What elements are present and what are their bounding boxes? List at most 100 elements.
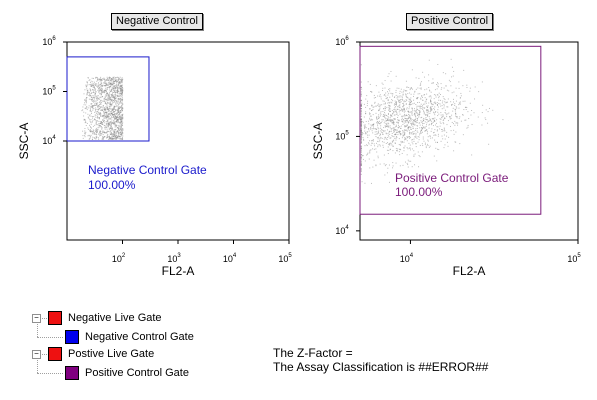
negative-data-point [91, 117, 93, 119]
negative-data-point [116, 120, 118, 122]
negative-data-point [113, 119, 115, 121]
positive-data-point [391, 144, 393, 146]
positive-data-point [385, 123, 387, 125]
positive-data-point [400, 125, 402, 127]
tree-item-negative-control-gate[interactable]: Negative Control Gate [65, 330, 194, 344]
negative-data-point [106, 92, 108, 94]
positive-data-point [409, 149, 411, 151]
positive-data-point [386, 125, 388, 127]
tree-item-positive-live-gate[interactable]: Postive Live Gate [48, 347, 154, 361]
negative-data-point [114, 110, 116, 112]
negative-data-point [121, 79, 123, 81]
negative-data-point [110, 134, 112, 136]
positive-data-point [451, 104, 453, 106]
tree-item-label: Negative Control Gate [85, 331, 194, 343]
positive-data-point [426, 98, 428, 100]
positive-data-point [390, 101, 392, 103]
positive-data-point [455, 113, 457, 115]
positive-data-point [360, 129, 362, 131]
positive-data-point [444, 99, 446, 101]
negative-data-point [121, 107, 123, 109]
negative-data-point [119, 116, 121, 118]
negative-data-point [94, 110, 96, 112]
negative-data-point [120, 88, 122, 90]
negative-data-point [115, 128, 117, 130]
negative-data-point [86, 94, 88, 96]
negative-data-point [118, 118, 120, 120]
positive-data-point [366, 105, 368, 107]
positive-data-point [403, 101, 405, 103]
tree-item-negative-live-gate[interactable]: Negative Live Gate [48, 311, 162, 325]
positive-data-point [400, 98, 402, 100]
positive-data-point [387, 134, 389, 136]
negative-data-point [98, 123, 100, 125]
negative-data-point [113, 123, 115, 125]
negative-data-point [111, 136, 113, 138]
positive-data-point [428, 127, 430, 129]
tree-item-label: Positive Control Gate [85, 367, 189, 379]
positive-data-point [396, 177, 398, 179]
positive-data-point [360, 141, 362, 143]
negative-data-point [92, 131, 94, 133]
negative-data-point [97, 112, 99, 114]
expand-toggle-negative[interactable]: − [32, 314, 41, 323]
negative-data-point [92, 136, 94, 138]
positive-data-point [411, 133, 413, 135]
positive-data-point [379, 94, 381, 96]
negative-data-point [118, 95, 120, 97]
negative-data-point [97, 95, 99, 97]
negative-data-point [103, 120, 105, 122]
negative-data-point [86, 106, 88, 108]
positive-data-point [403, 109, 405, 111]
positive-data-point [427, 144, 429, 146]
positive-data-point [406, 108, 408, 110]
positive-data-point [438, 92, 440, 94]
positive-data-point [386, 129, 388, 131]
negative-data-point [94, 83, 96, 85]
positive-data-point [436, 104, 438, 106]
positive-data-point [406, 140, 408, 142]
negative-data-point [112, 109, 114, 111]
negative-data-point [117, 131, 119, 133]
positive-data-point [369, 119, 371, 121]
positive-data-point [395, 89, 397, 91]
negative-data-point [121, 102, 123, 104]
tree-item-positive-control-gate[interactable]: Positive Control Gate [65, 366, 189, 380]
expand-toggle-positive[interactable]: − [32, 350, 41, 359]
positive-data-point [363, 139, 365, 141]
positive-data-point [438, 86, 440, 88]
negative-data-point [121, 80, 123, 82]
negative-data-point [113, 106, 115, 108]
positive-data-point [410, 111, 412, 113]
negative-data-point [106, 120, 108, 122]
negative-data-point [116, 92, 118, 94]
positive-data-point [407, 97, 409, 99]
negative-data-point [109, 111, 111, 113]
positive-data-point [418, 110, 420, 112]
positive-control-gate-rect[interactable] [359, 45, 542, 215]
negative-data-point [118, 110, 120, 112]
negative-data-point [89, 93, 91, 95]
positive-data-point [365, 132, 367, 134]
negative-data-point [100, 100, 102, 102]
positive-data-point [428, 102, 430, 104]
positive-data-point [370, 124, 372, 126]
negative-data-point [111, 95, 113, 97]
negative-data-point [91, 99, 93, 101]
positive-data-point [384, 111, 386, 113]
negative-data-point [111, 78, 113, 80]
negative-control-gate-rect[interactable] [66, 56, 150, 142]
negative-data-point [104, 128, 106, 130]
positive-data-point [451, 114, 453, 116]
positive-data-point [410, 111, 412, 113]
negative-data-point [102, 114, 104, 116]
negative-data-point [100, 78, 102, 80]
positive-x-ticks: 104 105 [400, 240, 581, 264]
positive-data-point [419, 156, 421, 158]
negative-data-point [113, 91, 115, 93]
positive-data-point [446, 116, 448, 118]
negative-data-point [105, 112, 107, 114]
negative-data-point [100, 115, 102, 117]
positive-data-point [380, 104, 382, 106]
positive-data-point [389, 149, 391, 151]
